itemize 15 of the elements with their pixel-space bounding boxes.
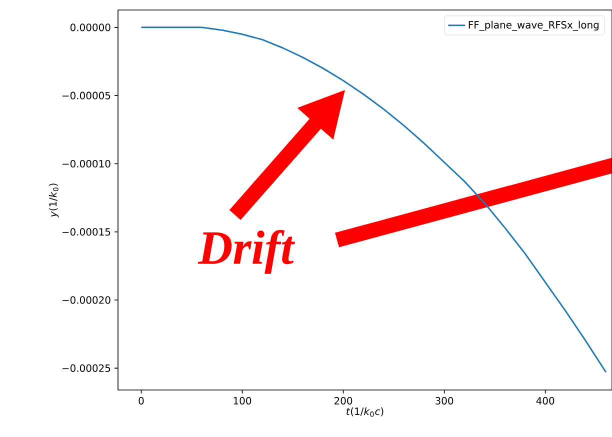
y-axis-title: y(1/k$_{0}$) [48,184,59,218]
x-tick-label: 200 [334,396,352,405]
x-axis-title: t(1/k$_{0}$c) [346,407,384,417]
y-tick-label: 0.00000 [70,24,110,32]
y-tick-label: −0.00015 [62,228,110,236]
x-tick-label: 0 [138,396,144,405]
y-tick-label: −0.00025 [62,364,110,372]
y-tick-label: −0.00020 [62,296,110,304]
legend-label: FF_plane_wave_RFSx_long [468,20,599,31]
y-tick-label: −0.00005 [62,92,110,100]
x-tick-label: 100 [234,396,252,405]
x-tick-label: 400 [536,396,554,405]
y-tick-label: −0.00010 [62,160,110,168]
x-tick-label: 300 [436,396,454,405]
annotation: Drift [198,230,296,274]
